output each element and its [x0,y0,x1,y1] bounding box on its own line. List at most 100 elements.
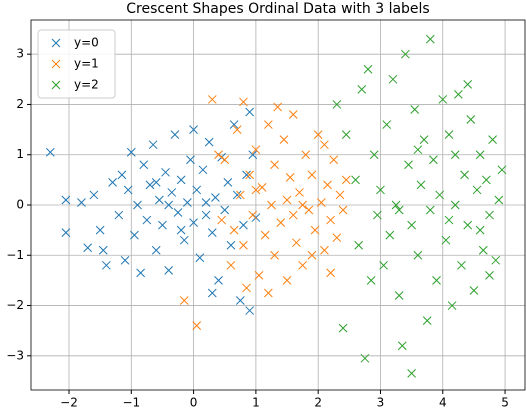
x-tick-label: 5 [501,396,509,410]
marker-stroke [369,150,379,160]
marker-stroke [245,170,255,180]
marker-stroke [341,130,351,139]
point [242,283,251,293]
chart-title: Crescent Shapes Ordinal Data with 3 labe… [126,1,429,17]
point [251,145,261,155]
point [61,195,71,205]
marker-stroke [164,200,174,210]
marker-stroke [167,188,177,197]
point [466,115,476,124]
marker-stroke [388,74,398,84]
marker-stroke [61,195,71,205]
marker-stroke [335,190,345,200]
marker-stroke [214,150,223,160]
point [276,218,286,227]
marker-stroke [288,210,298,220]
point [460,170,469,180]
marker-stroke [450,200,460,210]
point [410,105,420,114]
x-tick-label: 1 [252,396,260,410]
point [429,155,438,165]
point [394,205,404,215]
point [379,260,388,270]
point [369,150,379,160]
marker-stroke [267,200,276,210]
marker-stroke [133,200,142,210]
point [248,150,258,160]
point [288,210,298,220]
marker-stroke [425,205,435,215]
point [133,200,142,210]
marker-stroke [313,130,323,139]
marker-stroke [123,185,133,195]
legend-box [37,29,116,99]
point [136,268,145,278]
marker-stroke [320,245,329,255]
marker-stroke [332,233,342,243]
marker-stroke [373,210,382,220]
point [254,271,264,280]
point [204,137,214,147]
point [161,167,170,177]
point [211,193,220,202]
marker-stroke [145,180,155,190]
marker-stroke [478,245,488,255]
point [239,240,248,250]
point [497,165,507,175]
marker-stroke [295,188,304,197]
marker-stroke [239,97,248,107]
marker-stroke [108,178,117,187]
point [351,175,360,185]
point [298,260,307,270]
marker-stroke [214,276,223,285]
marker-stroke [279,135,289,145]
marker-stroke [130,230,139,240]
marker-stroke [229,225,239,235]
point [450,150,460,160]
marker-stroke [170,130,180,139]
marker-stroke [292,238,301,248]
marker-stroke [232,125,242,134]
point [226,260,236,270]
point [338,323,348,333]
point [108,178,117,187]
point [226,240,236,250]
point [385,230,395,240]
marker-stroke [298,260,307,270]
marker-stroke [360,353,370,363]
marker-stroke [410,105,420,114]
point [207,288,217,298]
point [494,195,504,205]
marker-stroke [301,150,311,160]
marker-stroke [51,80,61,90]
point [444,130,454,139]
marker-stroke [77,198,86,207]
point [251,185,261,195]
marker-stroke [307,250,317,260]
point [102,260,111,270]
point [469,286,479,295]
marker-stroke [270,250,279,260]
marker-stroke [494,195,504,205]
marker-stroke [204,137,214,147]
point [419,135,429,145]
marker-stroke [429,155,438,165]
marker-stroke [51,38,61,48]
point [382,120,392,129]
point [270,160,279,170]
point [301,150,311,160]
marker-stroke [192,321,202,331]
marker-stroke [357,85,367,94]
marker-stroke [176,175,186,185]
point [475,225,485,235]
point [89,190,99,200]
marker-stroke [363,64,373,74]
marker-stroke [270,160,279,170]
point [463,79,473,89]
point [223,178,233,187]
marker-stroke [472,185,482,195]
marker-stroke [351,175,360,185]
point [373,210,382,220]
point [164,200,174,210]
point [173,208,183,217]
